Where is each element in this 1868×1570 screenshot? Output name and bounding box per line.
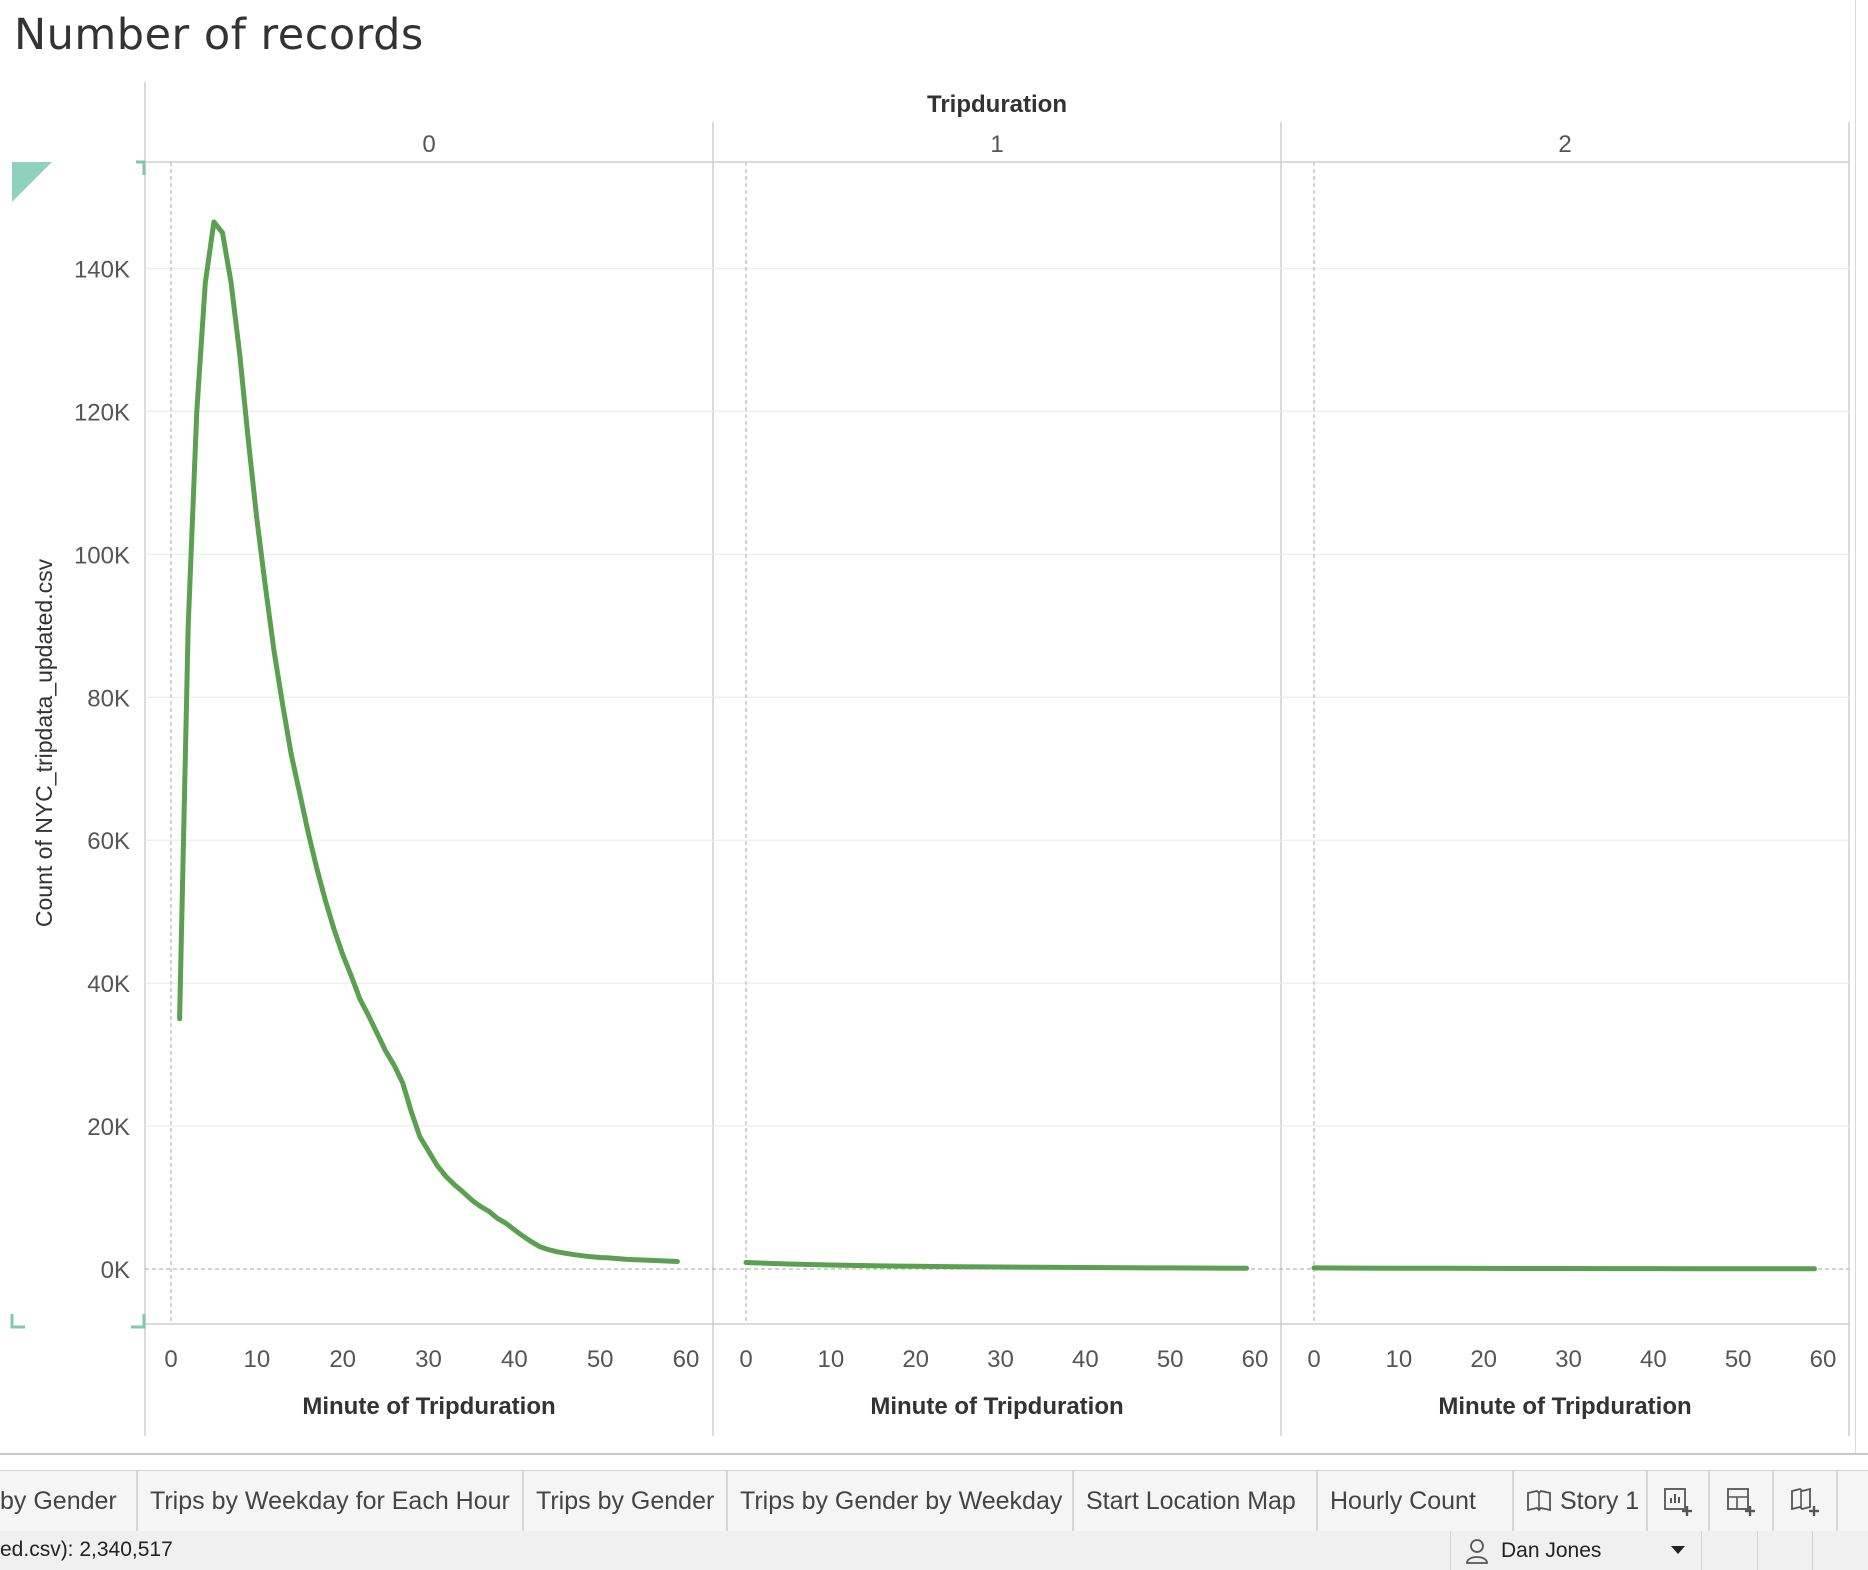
view-bottom-border (0, 1453, 1868, 1455)
tab-label: by Gender (0, 1486, 117, 1515)
new-worksheet-button[interactable] (1648, 1471, 1710, 1531)
panel-header-label: 1 (990, 131, 1003, 158)
x-tick-label: 30 (415, 1346, 442, 1373)
user-menu[interactable]: Dan Jones (1450, 1531, 1702, 1570)
new-dashboard-icon (1727, 1488, 1755, 1516)
tab-by-gender[interactable]: by Gender (0, 1471, 138, 1531)
y-tick-label: 60K (87, 828, 130, 855)
tab-label: Trips by Gender by Weekday (740, 1486, 1063, 1515)
panel-header-label: 0 (422, 131, 435, 158)
x-tick-label: 30 (987, 1346, 1014, 1373)
tab-story-1[interactable]: Story 1 (1514, 1471, 1648, 1531)
y-tick-label: 120K (74, 399, 130, 426)
tab-label: Hourly Count (1330, 1486, 1476, 1515)
x-tick-label: 10 (1385, 1346, 1412, 1373)
view-right-border (1855, 0, 1856, 1455)
new-worksheet-icon (1664, 1488, 1692, 1516)
x-tick-label: 50 (1157, 1346, 1184, 1373)
user-icon (1466, 1538, 1488, 1564)
sheet-title: Number of records (14, 10, 424, 60)
y-tick-label: 140K (74, 256, 130, 283)
x-tick-label: 60 (1242, 1346, 1269, 1373)
new-dashboard-button[interactable] (1710, 1471, 1774, 1531)
x-axis-title: Minute of Tripduration (1438, 1393, 1691, 1420)
x-tick-label: 30 (1555, 1346, 1582, 1373)
series-line-2 (1311, 1265, 1817, 1272)
pane-corner-marker (12, 162, 52, 202)
x-axis-title: Minute of Tripduration (870, 1393, 1123, 1420)
x-tick-label: 0 (164, 1346, 177, 1373)
story-book-icon (1527, 1490, 1551, 1512)
new-story-icon (1791, 1487, 1819, 1516)
x-tick-label: 20 (902, 1346, 929, 1373)
line-chart: 0K 20K 40K 60K 80K 100K 120K 140K Tripduration Co… (10, 82, 1850, 1436)
x-tick-label: 10 (817, 1346, 844, 1373)
x-tick-label: 50 (1725, 1346, 1752, 1373)
tab-start-location-map[interactable]: Start Location Map (1074, 1471, 1318, 1531)
x-tick-label: 20 (329, 1346, 356, 1373)
x-tick-label: 0 (1307, 1346, 1320, 1373)
y-tick-label: 0K (101, 1257, 130, 1284)
pane-corner-marker (10, 1314, 25, 1329)
series-line-0 (177, 219, 680, 1264)
x-tick-label: 40 (501, 1346, 528, 1373)
pane-corner-marker (136, 160, 146, 175)
status-bar: ed.csv): 2,340,517 Dan Jones (0, 1531, 1868, 1570)
tab-hourly-count[interactable]: Hourly Count (1318, 1471, 1514, 1531)
pane-corner-marker (131, 1314, 146, 1329)
tab-label: Trips by Gender (536, 1486, 715, 1515)
x-tick-label: 50 (587, 1346, 614, 1373)
tab-label: Story 1 (1560, 1486, 1640, 1515)
y-tick-label: 80K (87, 685, 130, 712)
y-tick-label: 40K (87, 971, 130, 998)
x-tick-label: 0 (739, 1346, 752, 1373)
status-pane (1702, 1531, 1758, 1570)
x-axis-title: Minute of Tripduration (302, 1393, 555, 1420)
y-tick-label: 20K (87, 1114, 130, 1141)
x-tick-label: 60 (673, 1346, 700, 1373)
user-name: Dan Jones (1501, 1538, 1602, 1562)
column-header: Tripduration (927, 91, 1067, 118)
panel-header-label: 2 (1558, 131, 1571, 158)
record-count: ed.csv): 2,340,517 (0, 1538, 173, 1561)
tab-trips-by-gender-by-weekday[interactable]: Trips by Gender by Weekday (728, 1471, 1074, 1531)
x-tick-label: 60 (1810, 1346, 1837, 1373)
series-line-1 (743, 1260, 1249, 1271)
sheet-tab-bar: by Gender Trips by Weekday for Each Hour… (0, 1470, 1868, 1532)
tab-label: Start Location Map (1086, 1486, 1296, 1515)
x-tick-label: 20 (1470, 1346, 1497, 1373)
chevron-down-icon (1671, 1546, 1685, 1554)
tab-label: Trips by Weekday for Each Hour (150, 1486, 510, 1515)
x-tick-label: 40 (1072, 1346, 1099, 1373)
x-tick-label: 40 (1640, 1346, 1667, 1373)
y-axis-title: Count of NYC_tripdata_updated.csv (31, 558, 57, 927)
x-tick-label: 10 (243, 1346, 270, 1373)
y-tick-label: 100K (74, 542, 130, 569)
tab-trips-by-weekday-for-each-hour[interactable]: Trips by Weekday for Each Hour (138, 1471, 524, 1531)
new-story-button[interactable] (1774, 1471, 1838, 1531)
status-pane (1757, 1531, 1813, 1570)
tab-trips-by-gender[interactable]: Trips by Gender (524, 1471, 728, 1531)
